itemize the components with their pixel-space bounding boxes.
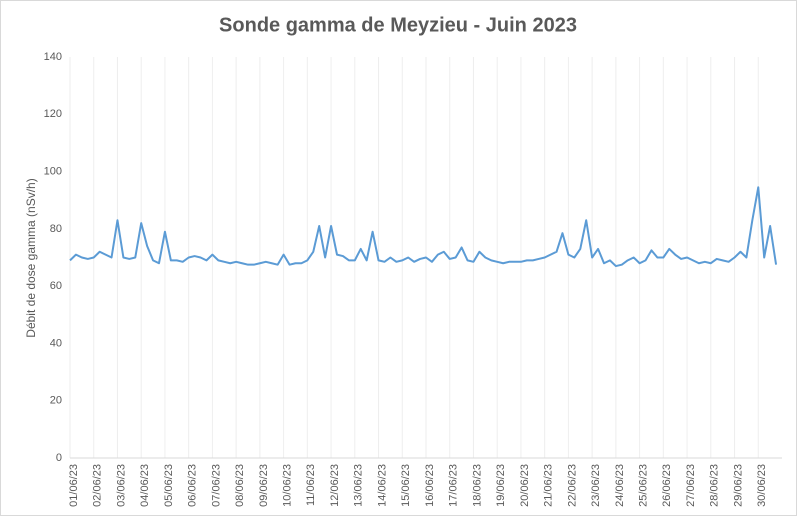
y-tick-label: 120: [44, 108, 62, 120]
x-tick-label: 10/06/23: [282, 464, 294, 507]
x-tick-label: 19/06/23: [495, 464, 507, 507]
y-tick-label: 100: [44, 165, 62, 177]
x-tick-label: 02/06/23: [92, 464, 104, 507]
x-tick-label: 24/06/23: [614, 464, 626, 507]
y-axis-label: Débit de dose gamma (nSv/h): [24, 178, 38, 337]
x-tick-label: 17/06/23: [448, 464, 460, 507]
x-tick-label: 15/06/23: [400, 464, 412, 507]
x-tick-label: 06/06/23: [187, 464, 199, 507]
x-tick-label: 14/06/23: [376, 464, 388, 507]
y-tick-label: 20: [50, 395, 62, 407]
x-tick-label: 13/06/23: [353, 464, 365, 507]
x-tick-label: 22/06/23: [566, 464, 578, 507]
x-tick-label: 09/06/23: [258, 464, 270, 507]
x-tick-label: 16/06/23: [424, 464, 436, 507]
y-tick-label: 60: [50, 280, 62, 292]
x-tick-label: 03/06/23: [115, 464, 127, 507]
x-tick-label: 21/06/23: [543, 464, 555, 507]
x-tick-label: 23/06/23: [590, 464, 602, 507]
data-line: [69, 186, 778, 268]
x-tick-label: 30/06/23: [756, 464, 768, 507]
y-tick-label: 140: [44, 51, 62, 63]
x-tick-label: 25/06/23: [638, 464, 650, 507]
x-tick-label: 28/06/23: [709, 464, 721, 507]
y-tick-label: 80: [50, 223, 62, 235]
x-tick-label: 29/06/23: [732, 464, 744, 507]
x-tick-label: 07/06/23: [210, 464, 222, 507]
y-tick-label: 40: [50, 337, 62, 349]
x-tick-label: 26/06/23: [661, 464, 673, 507]
x-tick-label: 27/06/23: [685, 464, 697, 507]
x-tick-label: 12/06/23: [329, 464, 341, 507]
x-tick-label: 01/06/23: [68, 464, 80, 507]
x-tick-label: 18/06/23: [471, 464, 483, 507]
x-tick-label: 05/06/23: [163, 464, 175, 507]
x-tick-label: 20/06/23: [519, 464, 531, 507]
x-tick-label: 08/06/23: [234, 464, 246, 507]
x-tick-label: 11/06/23: [305, 464, 317, 506]
y-tick-label: 0: [56, 452, 62, 464]
x-tick-label: 04/06/23: [139, 464, 151, 507]
chart-title: Sonde gamma de Meyzieu - Juin 2023: [219, 14, 577, 36]
